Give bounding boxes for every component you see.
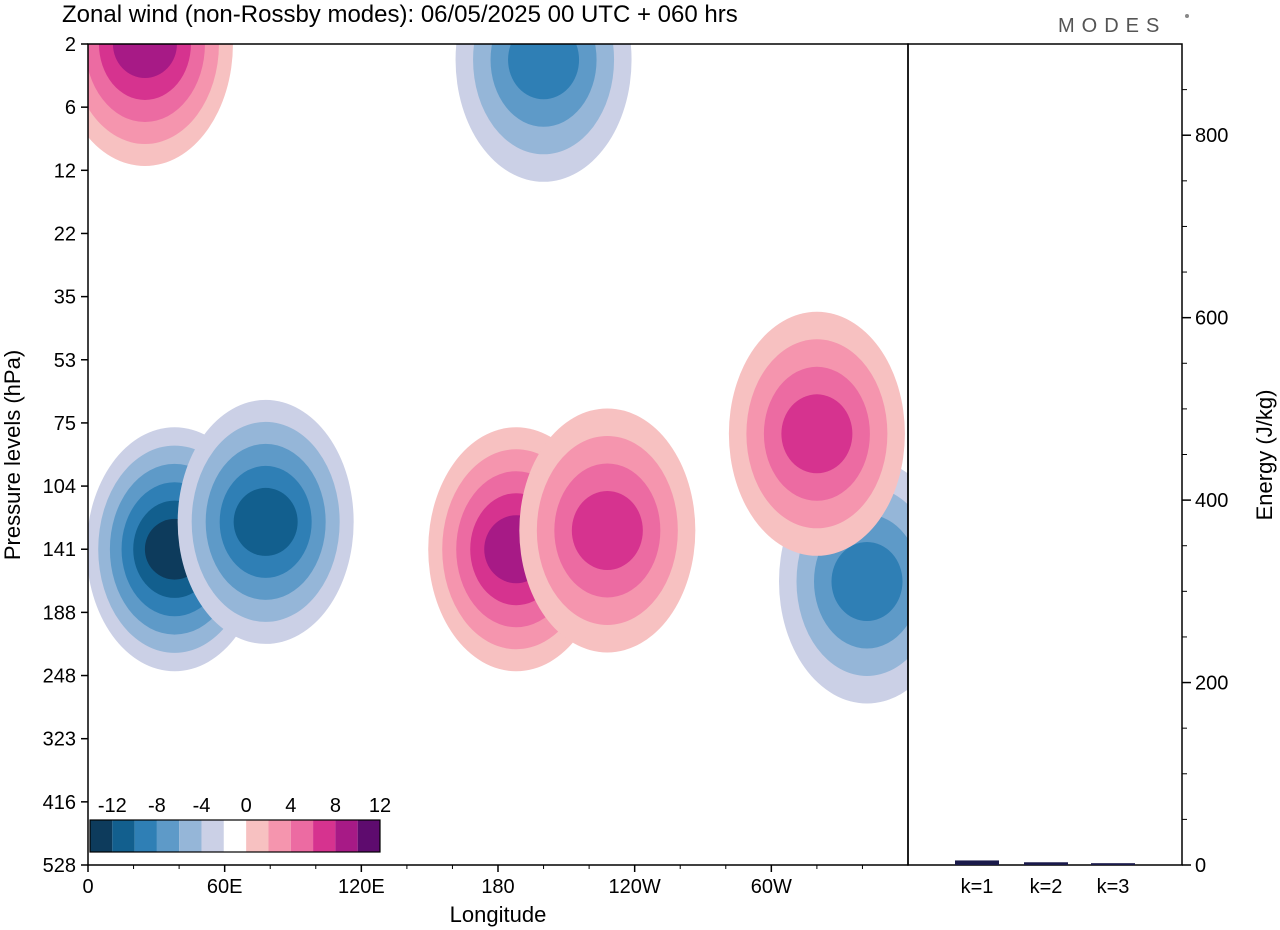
y-tick-label: 53 <box>54 350 76 372</box>
x-tick-label: 0 <box>82 876 93 898</box>
y-tick-label: 528 <box>43 855 76 877</box>
colorbar-swatch <box>112 820 135 852</box>
colorbar-swatch <box>156 820 180 852</box>
x-tick-label: 180 <box>481 876 514 898</box>
x-tick-label: 60E <box>207 876 243 898</box>
x-axis-label: Longitude <box>450 902 547 927</box>
energy-bar <box>1091 863 1135 865</box>
y-tick-label: 323 <box>43 729 76 751</box>
colorbar-swatch <box>223 820 247 852</box>
y-axis-ticks: 2 6 12 22 35 53 75 104 141 188 248 323 416 528 <box>43 34 88 877</box>
colorbar-swatch <box>268 820 291 852</box>
chart-title: Zonal wind (non-Rossby modes): 06/05/202… <box>62 1 738 28</box>
contour-level <box>112 44 177 78</box>
x-axis-ticks: 0 60E 120E 180 120W 60W <box>82 865 863 898</box>
heatmap-feature-4 <box>519 408 696 653</box>
heatmap-fields <box>88 44 908 704</box>
energy-bar <box>1024 862 1068 865</box>
heatmap-feature-7 <box>88 44 233 166</box>
energy-bars: k=1 k=2 k=3 <box>955 860 1135 898</box>
energy-tick-label: 800 <box>1195 125 1228 147</box>
contour-level <box>508 44 580 100</box>
heatmap-feature-6 <box>728 311 905 556</box>
brand-logo: MODES <box>1058 15 1166 37</box>
contour-level <box>571 490 643 570</box>
y-tick-label: 416 <box>43 792 76 814</box>
energy-bar <box>955 860 999 865</box>
colorbar-label: -12 <box>98 795 127 817</box>
y-tick-label: 12 <box>54 160 76 182</box>
y-tick-label: 75 <box>54 413 76 435</box>
y-tick-label: 2 <box>65 34 76 56</box>
x-tick-label: 120W <box>609 876 661 898</box>
y-tick-label: 188 <box>43 602 76 624</box>
y-tick-label: 6 <box>65 97 76 119</box>
x-tick-label: 60W <box>751 876 792 898</box>
colorbar-swatch <box>134 820 157 852</box>
colorbar-swatch <box>290 820 314 852</box>
colorbar-swatch <box>201 820 224 852</box>
energy-tick-label: 0 <box>1195 855 1206 877</box>
y-tick-label: 104 <box>43 476 76 498</box>
heatmap-feature-8 <box>455 44 632 182</box>
energy-category-label: k=3 <box>1097 876 1130 898</box>
energy-category-label: k=1 <box>961 876 994 898</box>
colorbar-label: 0 <box>241 795 252 817</box>
y-tick-label: 35 <box>54 287 76 309</box>
energy-category-label: k=2 <box>1030 876 1063 898</box>
heatmap-feature-2 <box>177 399 354 644</box>
energy-frame <box>907 43 1183 866</box>
y-axis-label: Pressure levels (hPa) <box>0 350 25 560</box>
energy-tick-label: 400 <box>1195 490 1228 512</box>
colorbar-swatch <box>357 820 380 852</box>
colorbar-swatch <box>179 820 202 852</box>
energy-tick-label: 200 <box>1195 673 1228 695</box>
colorbar-swatch <box>90 820 113 852</box>
x-tick-label: 120E <box>338 876 385 898</box>
colorbar: -12 -8 -4 0 4 8 12 <box>89 795 391 853</box>
contour-level <box>233 487 298 556</box>
colorbar-swatch <box>335 820 358 852</box>
y-tick-label: 248 <box>43 666 76 688</box>
contour-level <box>831 541 903 621</box>
energy-axis-label: Energy (J/kg) <box>1252 390 1277 521</box>
y-tick-label: 22 <box>54 223 76 245</box>
energy-tick-label: 600 <box>1195 308 1228 330</box>
colorbar-label: -8 <box>148 795 166 817</box>
colorbar-swatch <box>246 820 269 852</box>
colorbar-label: -4 <box>193 795 211 817</box>
colorbar-frame <box>89 819 381 853</box>
colorbar-label: 12 <box>369 795 391 817</box>
brand-dot-icon <box>1185 14 1189 18</box>
colorbar-label: 8 <box>330 795 341 817</box>
colorbar-label: 4 <box>285 795 296 817</box>
contour-level <box>781 394 853 474</box>
y-tick-label: 141 <box>43 539 76 561</box>
colorbar-swatch <box>313 820 336 852</box>
energy-axis-ticks: 0 200 400 600 800 <box>1182 89 1228 877</box>
